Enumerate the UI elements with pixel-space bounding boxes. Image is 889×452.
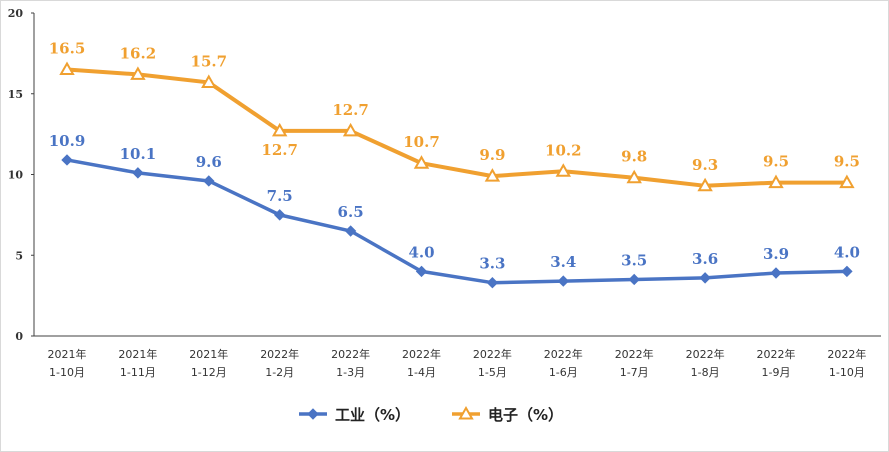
data-label-industry: 3.9 xyxy=(763,245,789,263)
x-tick-label-period: 1-12月 xyxy=(191,366,227,379)
data-point-electronics xyxy=(201,74,217,88)
data-point-electronics xyxy=(130,66,146,80)
x-tick-label-period: 1-4月 xyxy=(407,366,436,379)
y-tick-label: 10 xyxy=(8,169,24,182)
y-tick-label: 5 xyxy=(15,249,23,262)
legend-label-electronics: 电子（%） xyxy=(488,406,563,424)
data-point-industry xyxy=(203,175,215,187)
data-label-electronics: 12.7 xyxy=(332,101,369,119)
x-tick-label-period: 1-11月 xyxy=(120,366,156,379)
x-tick-label-period: 1-5月 xyxy=(478,366,507,379)
x-tick-label-period: 1-9月 xyxy=(762,366,791,379)
data-label-industry: 10.1 xyxy=(120,145,157,163)
data-point-industry xyxy=(770,267,782,279)
data-label-industry: 7.5 xyxy=(267,187,293,205)
data-point-electronics xyxy=(413,155,430,169)
data-label-electronics: 12.7 xyxy=(261,141,298,159)
data-label-industry: 3.6 xyxy=(692,250,718,268)
series-lines xyxy=(59,61,855,289)
legend: 工业（%） 电子（%） xyxy=(299,405,563,424)
data-point-electronics xyxy=(768,174,784,189)
data-label-industry: 10.9 xyxy=(49,132,86,150)
data-label-industry: 4.0 xyxy=(408,243,434,261)
data-label-industry: 9.6 xyxy=(196,153,222,171)
data-label-industry: 3.4 xyxy=(550,253,576,271)
x-tick-label-year: 2022年 xyxy=(260,347,299,361)
x-tick-label-period: 1-3月 xyxy=(336,366,365,379)
data-point-industry xyxy=(557,275,570,287)
data-point-industry xyxy=(344,225,357,237)
data-label-industry: 3.3 xyxy=(479,255,505,273)
x-tick-label-year: 2022年 xyxy=(615,347,654,361)
data-label-electronics: 9.3 xyxy=(692,156,718,174)
data-point-industry xyxy=(699,272,711,284)
series-line-electronics xyxy=(65,67,849,188)
legend-marker-industry xyxy=(307,408,319,420)
data-label-electronics: 9.9 xyxy=(479,146,505,164)
data-label-electronics: 16.5 xyxy=(49,40,86,58)
data-point-industry xyxy=(486,276,499,289)
data-point-electronics xyxy=(555,163,572,177)
data-label-electronics: 10.2 xyxy=(545,141,582,159)
x-tick-label-year: 2022年 xyxy=(473,347,512,361)
x-tick-label-period: 1-2月 xyxy=(265,366,294,379)
data-point-industry xyxy=(273,209,286,221)
x-tick-label-period: 1-7月 xyxy=(620,366,649,379)
data-point-industry xyxy=(132,167,144,179)
data-point-electronics xyxy=(484,168,501,182)
x-tick-label-year: 2021年 xyxy=(118,347,157,361)
data-label-electronics: 16.2 xyxy=(120,44,157,62)
data-label-industry: 3.5 xyxy=(621,251,647,269)
data-point-electronics xyxy=(271,122,288,137)
x-tick-label-year: 2021年 xyxy=(189,347,228,361)
data-label-electronics: 9.8 xyxy=(621,148,647,166)
x-tick-label-year: 2022年 xyxy=(757,347,796,361)
x-tick-label-year: 2022年 xyxy=(827,347,866,361)
data-point-industry xyxy=(628,273,640,286)
x-tick-label-year: 2022年 xyxy=(402,347,441,361)
legend-marker-electronics xyxy=(458,405,474,420)
x-tick-label-year: 2022年 xyxy=(686,347,725,361)
x-tick-label-year: 2022年 xyxy=(544,347,583,361)
data-point-industry xyxy=(415,265,428,278)
x-tick-label-period: 1-10月 xyxy=(49,366,85,379)
data-labels: 10.9 10.1 9.6 7.5 6.5 4.0 3.3 3.4 3.5 3.6 3.9 4.0 16… xyxy=(49,40,860,273)
x-tick-label-period: 1-6月 xyxy=(549,366,578,379)
y-tick-label: 20 xyxy=(8,7,24,20)
x-tick-label-year: 2021年 xyxy=(48,347,87,361)
x-tick-label-period: 1-10月 xyxy=(829,366,865,379)
data-point-industry xyxy=(841,265,853,278)
legend-label-industry: 工业（%） xyxy=(335,406,410,424)
data-label-electronics: 10.7 xyxy=(403,133,440,151)
data-point-industry xyxy=(61,154,73,166)
x-tick-label-year: 2022年 xyxy=(331,347,370,361)
y-tick-label: 15 xyxy=(8,88,23,101)
data-label-electronics: 9.5 xyxy=(763,153,789,171)
data-label-industry: 6.5 xyxy=(338,203,364,221)
y-tick-label: 0 xyxy=(15,330,23,343)
data-label-electronics: 9.5 xyxy=(834,153,860,171)
data-point-electronics xyxy=(342,122,359,137)
data-point-electronics xyxy=(839,174,855,189)
axes: 0 5 10 15 20 2021年 1-10月 2021年 1-11月 2021年 1-12月 20… xyxy=(8,7,881,379)
x-tick-label-period: 1-8月 xyxy=(691,366,720,379)
data-label-electronics: 15.7 xyxy=(191,52,228,70)
data-point-electronics xyxy=(626,169,642,184)
series-line-industry xyxy=(65,158,849,285)
data-point-electronics xyxy=(697,177,713,192)
data-point-electronics xyxy=(59,61,75,76)
data-label-industry: 4.0 xyxy=(834,243,860,261)
